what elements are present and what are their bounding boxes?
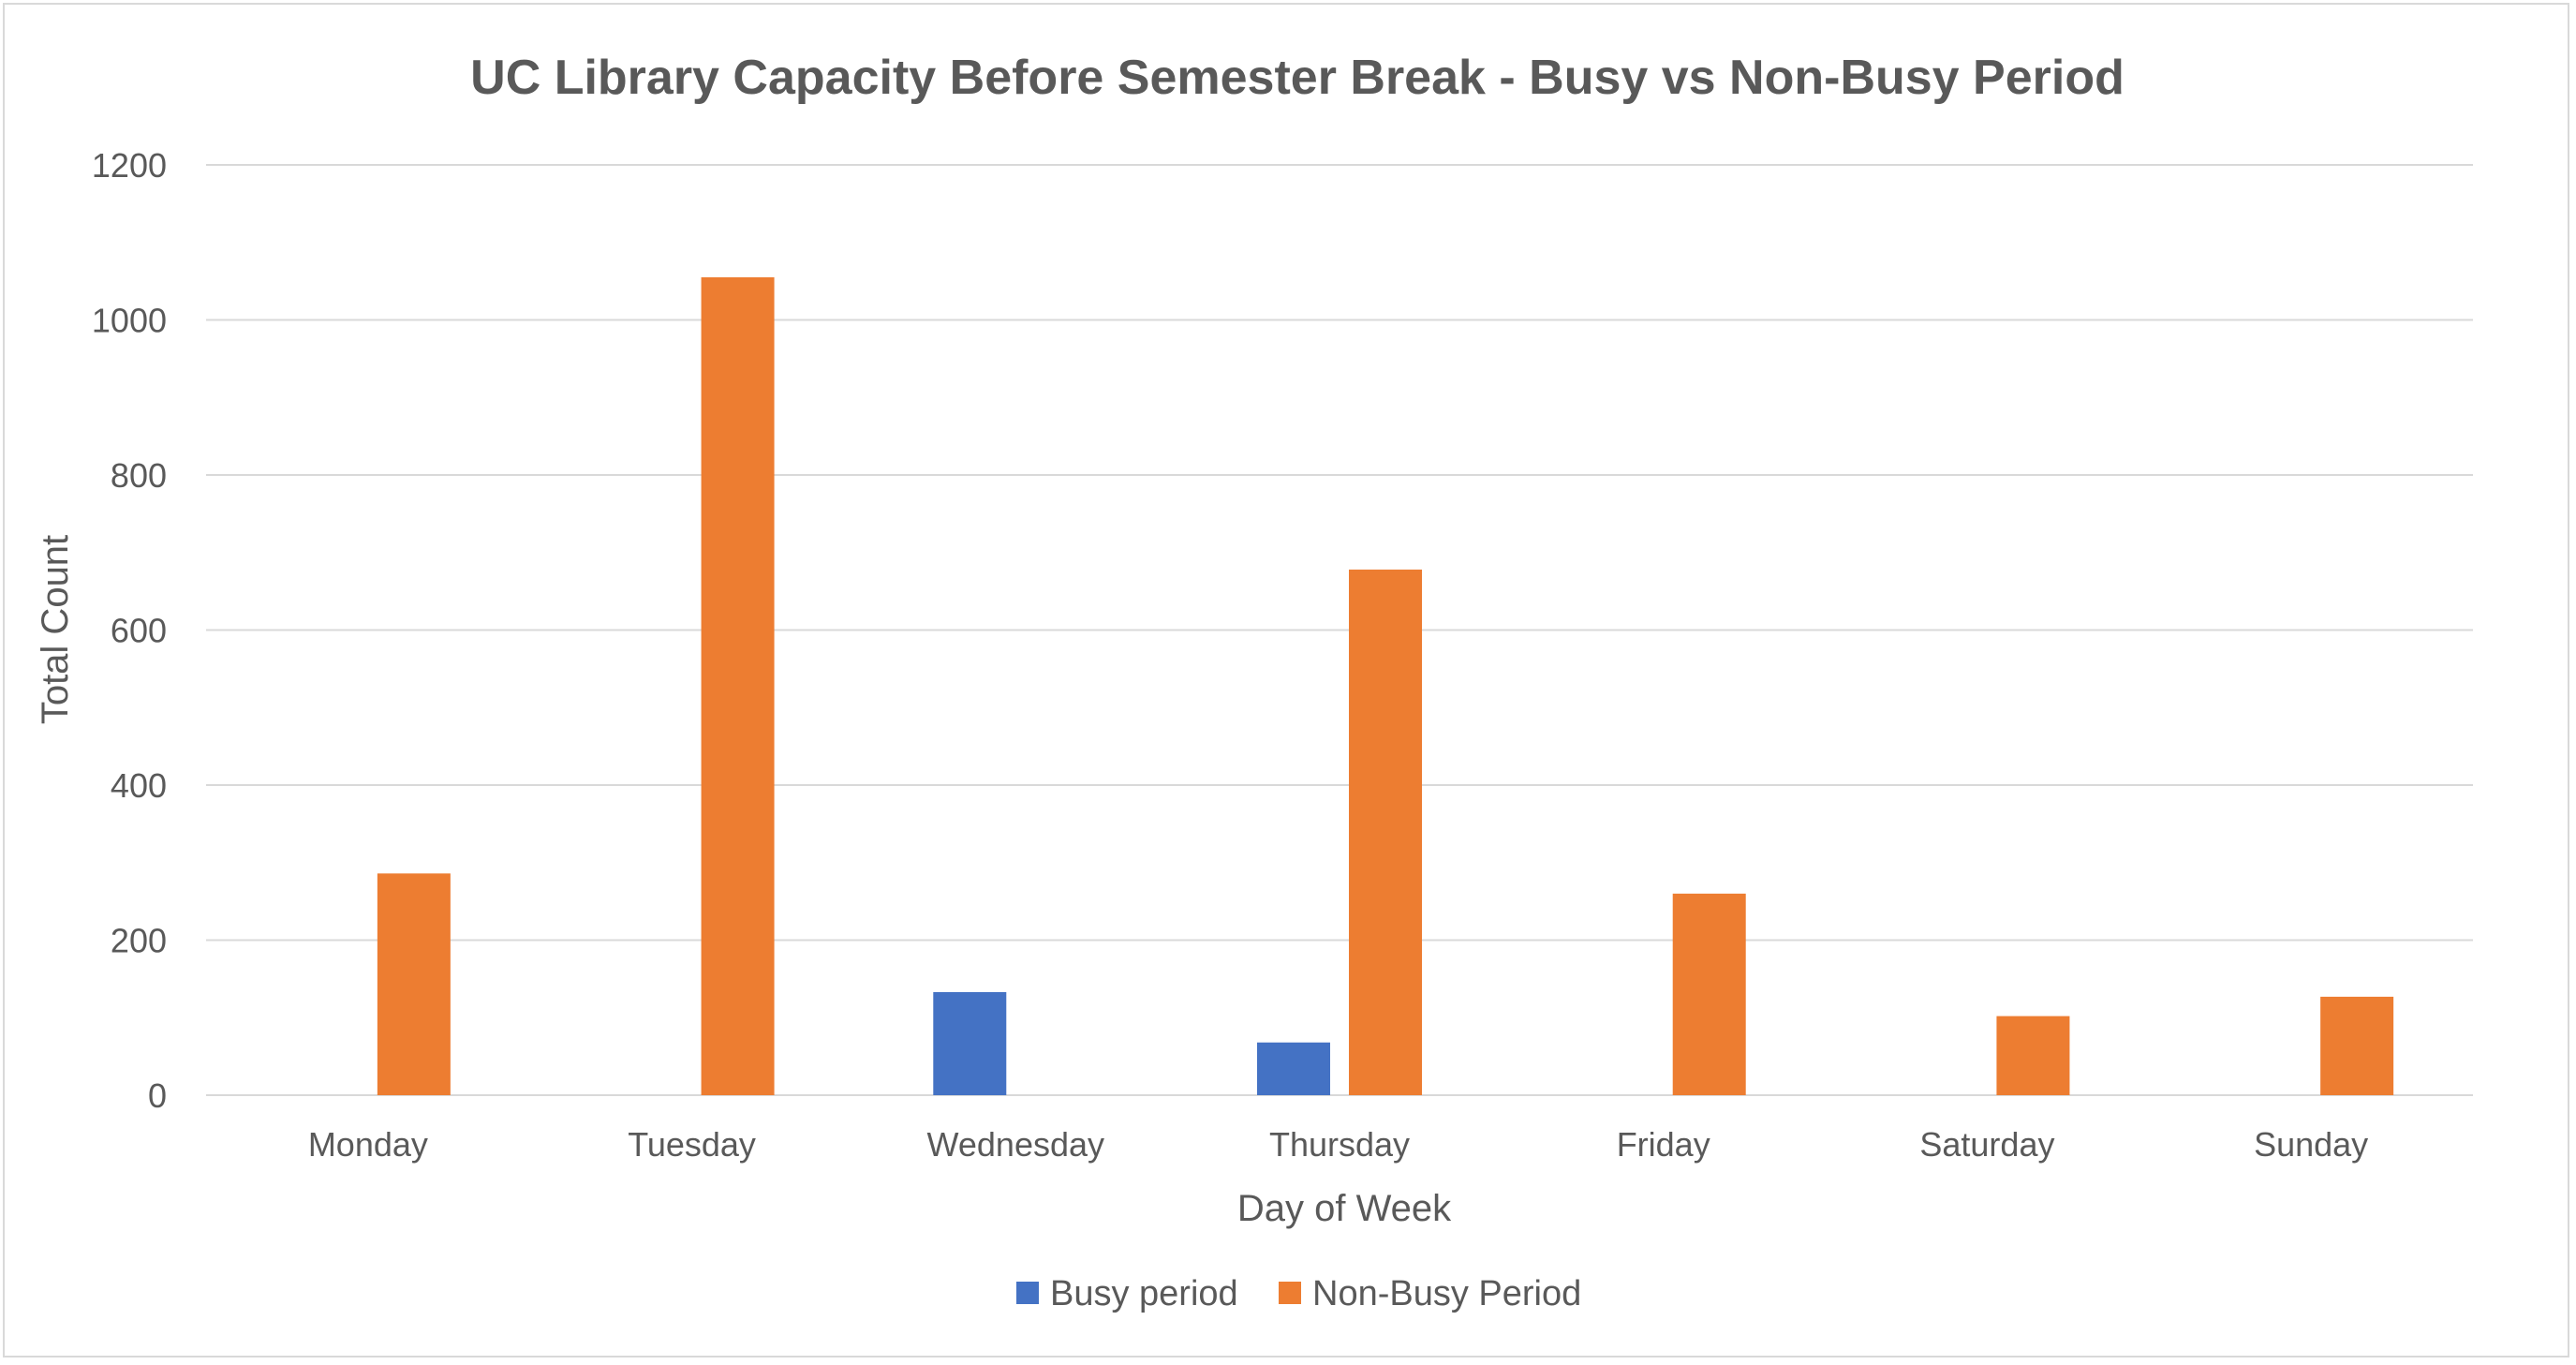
x-tick-label: Friday [1617,1125,1710,1164]
y-tick-label: 1200 [92,146,167,185]
chart-frame [3,3,2569,1358]
x-tick-label: Monday [308,1125,428,1164]
legend-label-busy: Busy period [1050,1274,1238,1313]
legend-swatch-non-busy [1279,1282,1301,1304]
bar-non-busy-sunday [2320,996,2394,1095]
x-axis-label: Day of Week [1237,1188,1452,1229]
x-axis-ticks: Monday Tuesday Wednesday Thursday Friday Satu… [308,1125,2368,1164]
chart-title: UC Library Capacity Before Semester Brea… [470,51,2124,105]
x-tick-label: Sunday [2254,1125,2368,1164]
bar-non-busy-friday [1672,893,1746,1095]
x-tick-label: Thursday [1269,1125,1410,1164]
y-tick-label: 600 [111,612,167,650]
y-tick-label: 400 [111,766,167,805]
bars [377,276,2394,1095]
y-tick-label: 200 [111,922,167,960]
legend: Busy period Non-Busy Period [1016,1274,1581,1313]
bar-busy-thursday [1257,1042,1330,1095]
bar-non-busy-saturday [1996,1016,2070,1095]
y-axis-label: Total Count [35,535,76,724]
x-tick-label: Wednesday [927,1125,1104,1164]
bar-busy-wednesday [933,991,1007,1095]
y-axis-ticks: 0 200 400 600 800 1000 1200 [92,146,167,1115]
bar-non-busy-thursday [1349,569,1422,1095]
bar-non-busy-monday [377,873,451,1095]
bar-non-busy-tuesday [701,276,775,1095]
y-tick-label: 1000 [92,302,167,340]
y-tick-label: 800 [111,456,167,495]
gridlines [206,164,2473,1096]
legend-label-non-busy: Non-Busy Period [1312,1274,1581,1313]
x-tick-label: Saturday [1919,1125,2054,1164]
legend-swatch-busy [1016,1282,1039,1304]
y-tick-label: 0 [148,1076,167,1115]
x-tick-label: Tuesday [628,1125,756,1164]
